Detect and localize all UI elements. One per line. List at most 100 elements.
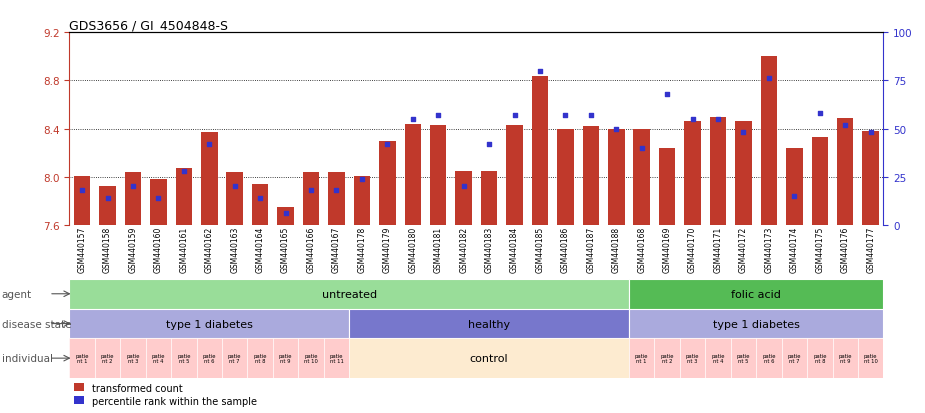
Bar — [379, 141, 396, 225]
Text: GSM440182: GSM440182 — [459, 227, 468, 273]
Bar — [706, 339, 731, 378]
Text: patie
nt 11: patie nt 11 — [329, 353, 343, 363]
Bar — [350, 339, 629, 378]
Point — [558, 112, 573, 119]
Text: GSM440167: GSM440167 — [332, 227, 341, 273]
Text: GSM440180: GSM440180 — [408, 227, 417, 273]
Point — [761, 76, 776, 83]
Point — [710, 116, 725, 123]
Point — [151, 195, 166, 202]
Bar — [629, 339, 655, 378]
Text: patie
nt 3: patie nt 3 — [126, 353, 140, 363]
Bar — [760, 57, 777, 225]
Text: patie
nt 1: patie nt 1 — [75, 353, 89, 363]
Text: patie
nt 6: patie nt 6 — [203, 353, 216, 363]
Text: GSM440157: GSM440157 — [78, 227, 87, 273]
Text: agent: agent — [2, 289, 32, 299]
Text: GSM440163: GSM440163 — [230, 227, 240, 273]
Point — [660, 91, 674, 98]
Bar — [757, 339, 782, 378]
Text: GSM440175: GSM440175 — [815, 227, 824, 273]
Bar — [150, 180, 166, 225]
Text: GDS3656 / GI_4504848-S: GDS3656 / GI_4504848-S — [69, 19, 228, 32]
Bar — [324, 339, 350, 378]
Point — [405, 116, 420, 123]
Text: GSM440181: GSM440181 — [434, 227, 443, 273]
Legend: transformed count, percentile rank within the sample: transformed count, percentile rank withi… — [74, 383, 257, 406]
Text: GSM440164: GSM440164 — [255, 227, 265, 273]
Bar — [506, 126, 523, 225]
Text: GSM440188: GSM440188 — [611, 227, 621, 273]
Text: patie
nt 9: patie nt 9 — [838, 353, 852, 363]
Point — [202, 141, 216, 148]
Bar — [807, 339, 832, 378]
Point — [303, 188, 318, 194]
Bar — [684, 122, 701, 225]
Text: GSM440169: GSM440169 — [662, 227, 672, 273]
Text: patie
nt 9: patie nt 9 — [278, 353, 292, 363]
Point — [329, 188, 344, 194]
Text: GSM440168: GSM440168 — [637, 227, 647, 273]
Text: patie
nt 2: patie nt 2 — [101, 353, 115, 363]
Text: patie
nt 10: patie nt 10 — [864, 353, 878, 363]
Bar — [171, 339, 196, 378]
Text: GSM440161: GSM440161 — [179, 227, 189, 273]
Point — [533, 68, 548, 75]
Text: type 1 diabetes: type 1 diabetes — [166, 319, 253, 329]
Point — [635, 145, 649, 152]
Bar — [201, 133, 217, 225]
Bar — [735, 122, 752, 225]
Point — [685, 116, 700, 123]
Bar — [862, 132, 879, 225]
Bar — [680, 339, 706, 378]
Text: patie
nt 1: patie nt 1 — [635, 353, 648, 363]
Bar — [196, 339, 222, 378]
Bar — [837, 119, 854, 225]
Point — [838, 122, 853, 129]
Text: patie
nt 3: patie nt 3 — [685, 353, 699, 363]
Text: patie
nt 5: patie nt 5 — [177, 353, 191, 363]
Bar — [328, 173, 345, 225]
Text: control: control — [470, 353, 509, 363]
Bar — [95, 339, 120, 378]
Bar — [481, 171, 498, 225]
Text: patie
nt 8: patie nt 8 — [813, 353, 827, 363]
Bar — [782, 339, 807, 378]
Text: patie
nt 5: patie nt 5 — [736, 353, 750, 363]
Text: patie
nt 8: patie nt 8 — [253, 353, 267, 363]
Text: GSM440159: GSM440159 — [129, 227, 138, 273]
Point — [354, 176, 369, 183]
Bar — [786, 149, 803, 225]
Point — [431, 112, 446, 119]
Bar — [634, 129, 650, 225]
Point — [584, 112, 598, 119]
Text: GSM440160: GSM440160 — [154, 227, 163, 273]
Bar — [69, 279, 629, 309]
Bar — [298, 339, 324, 378]
Bar — [731, 339, 757, 378]
Point — [228, 184, 242, 190]
Point — [507, 112, 522, 119]
Bar — [248, 339, 273, 378]
Text: GSM440177: GSM440177 — [866, 227, 875, 273]
Point — [736, 130, 751, 136]
Bar — [353, 176, 370, 225]
Bar — [176, 169, 192, 225]
Bar — [99, 187, 116, 225]
Point — [787, 193, 802, 200]
Bar — [120, 339, 146, 378]
Text: healthy: healthy — [468, 319, 511, 329]
Bar — [583, 127, 599, 225]
Bar — [252, 185, 268, 225]
Text: GSM440171: GSM440171 — [713, 227, 722, 273]
Bar — [557, 129, 574, 225]
Text: individual: individual — [2, 353, 53, 363]
Bar — [659, 149, 675, 225]
Bar — [811, 138, 828, 225]
Text: disease state: disease state — [2, 319, 71, 329]
Point — [863, 130, 878, 136]
Point — [253, 195, 267, 202]
Bar — [629, 279, 883, 309]
Text: GSM440178: GSM440178 — [357, 227, 366, 273]
Text: GSM440179: GSM440179 — [383, 227, 392, 273]
